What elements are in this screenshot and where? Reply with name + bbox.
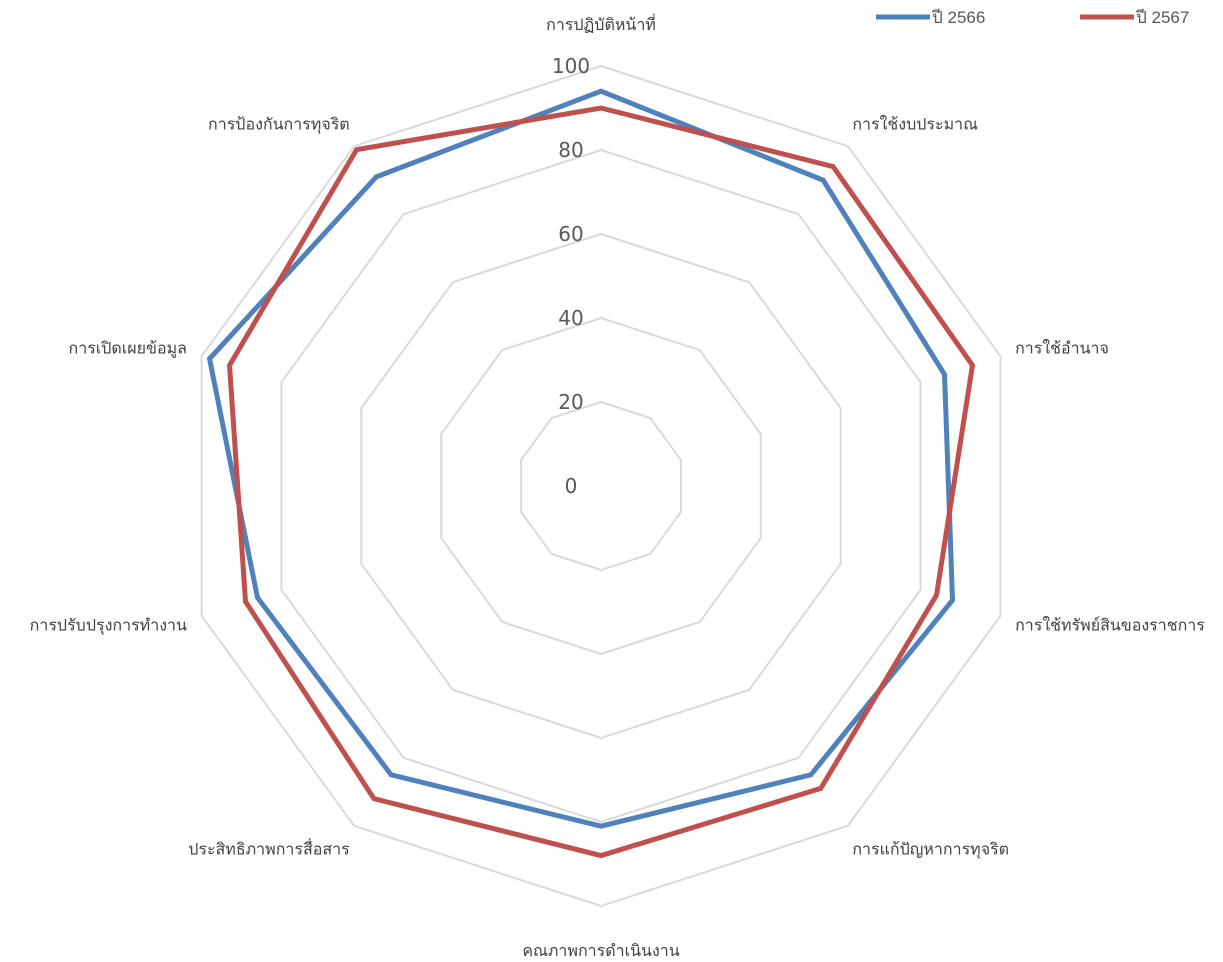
series-line-1 <box>226 105 976 859</box>
category-label: การปฏิบัติหน้าที่ <box>546 13 656 34</box>
tick-label: 20 <box>558 390 583 414</box>
grid-ring <box>200 64 1002 908</box>
grid-ring <box>360 232 842 740</box>
tick-label: 0 <box>565 474 578 498</box>
legend-label-1: ปี 2567 <box>1135 8 1189 27</box>
grid-ring <box>280 148 922 824</box>
series-layer <box>206 88 976 859</box>
grid-ring <box>440 316 762 656</box>
category-label: การใช้ทรัพย์สินของราชการ <box>1015 615 1205 634</box>
grid-ring <box>520 400 682 572</box>
legend: ปี 2566 ปี 2567 <box>876 8 1189 27</box>
category-label: การเปิดเผยข้อมูล <box>69 339 187 359</box>
tick-labels: 0 20 40 60 80 100 <box>552 54 590 498</box>
tick-label: 100 <box>552 54 590 78</box>
category-label: คุณภาพการดำเนินงาน <box>522 941 679 957</box>
category-label: การป้องกันการทุจริต <box>208 115 350 135</box>
grid-layer <box>200 64 1002 908</box>
category-label: การปรับปรุงการทำงาน <box>30 615 187 635</box>
tick-label: 40 <box>558 306 583 330</box>
tick-label: 80 <box>558 138 583 162</box>
category-labels: การปฏิบัติหน้าที่การใช้งบประมาณการใช้อำน… <box>30 13 1206 961</box>
legend-label-0: ปี 2566 <box>931 8 985 27</box>
category-label: ประสิทธิภาพการสื่อสาร <box>188 837 350 858</box>
tick-label: 60 <box>558 222 583 246</box>
category-label: การใช้งบประมาณ <box>852 115 978 134</box>
category-label: การใช้อำนาจ <box>1015 339 1109 358</box>
series-line-0 <box>206 88 956 829</box>
category-label: การแก้ปัญหาการทุจริต <box>852 839 1009 859</box>
